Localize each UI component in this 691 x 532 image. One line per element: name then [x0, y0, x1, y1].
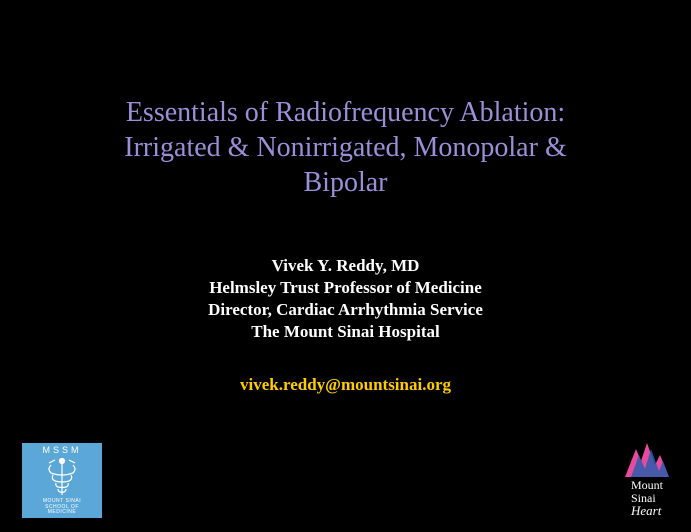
mssm-logo-text-top: MSSM	[43, 445, 82, 455]
caduceus-icon	[45, 457, 79, 497]
mssm-logo: MSSM MOUNT SINAI SCHOOL OF MEDICINE	[22, 443, 102, 518]
presentation-slide: Essentials of Radiofrequency Ablation: I…	[0, 0, 691, 532]
mount-sinai-heart-logo: Mount Sinai Heart	[625, 441, 669, 518]
title-line-2: Irrigated & Nonirrigated, Monopolar &	[124, 132, 566, 163]
author-institution: The Mount Sinai Hospital	[208, 321, 483, 343]
mount-sinai-heart-text: Mount Sinai Heart	[631, 479, 663, 518]
author-position: Helmsley Trust Professor of Medicine	[208, 277, 483, 299]
author-email: vivek.reddy@mountsinai.org	[240, 375, 451, 395]
title-line-1: Essentials of Radiofrequency Ablation:	[126, 97, 565, 128]
title-line-3: Bipolar	[304, 167, 388, 198]
author-name: Vivek Y. Reddy, MD	[208, 255, 483, 277]
author-block: Vivek Y. Reddy, MD Helmsley Trust Profes…	[208, 255, 483, 343]
mountain-icon	[625, 441, 669, 477]
slide-title: Essentials of Radiofrequency Ablation: I…	[84, 95, 606, 200]
author-role: Director, Cardiac Arrhythmia Service	[208, 299, 483, 321]
mssm-logo-text-bottom: MOUNT SINAI SCHOOL OF MEDICINE	[43, 499, 81, 516]
